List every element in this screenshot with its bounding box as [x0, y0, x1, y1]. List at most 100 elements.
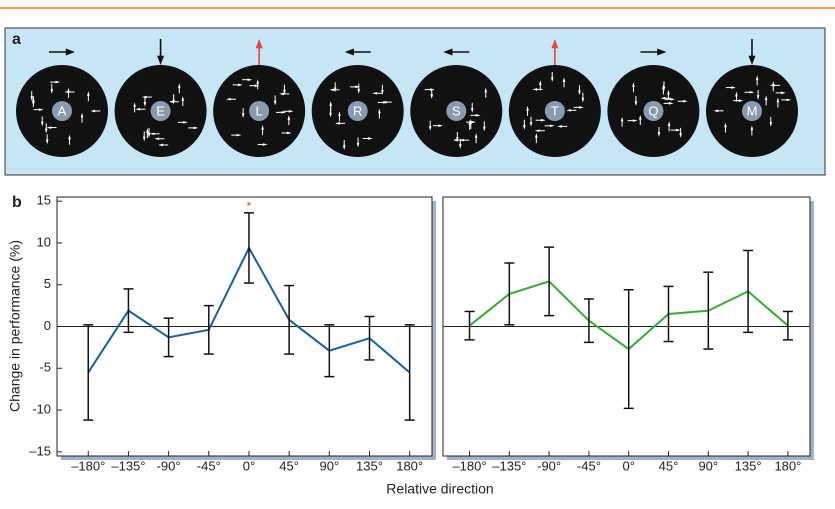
dot-arrow	[470, 102, 474, 113]
dot-arrow	[562, 77, 566, 88]
arrow-head	[638, 114, 642, 120]
arrow-head	[368, 137, 373, 140]
dot-arrow	[769, 84, 780, 87]
arrow-head	[675, 128, 681, 132]
arrow-head	[551, 39, 559, 49]
arrow-head	[657, 48, 667, 56]
arrow-head	[657, 132, 661, 138]
arrow-head	[471, 120, 477, 124]
arrow-head	[581, 97, 585, 103]
dot-arrow	[713, 109, 724, 113]
dot-arrow	[535, 118, 546, 122]
arrow-head	[38, 108, 44, 111]
arrow-head	[255, 39, 263, 49]
arrow-head	[357, 89, 361, 94]
x-tick-label: –135°	[492, 458, 526, 473]
arrow-head	[381, 90, 384, 95]
dot-arrow	[33, 108, 44, 111]
dot-arrow	[482, 121, 486, 132]
arrow-head	[262, 143, 268, 146]
dot-arrow	[634, 96, 638, 107]
dot-arrow	[534, 129, 545, 133]
arrow-head	[157, 55, 165, 65]
y-tick-label: 0	[44, 318, 51, 333]
error-bar	[324, 324, 335, 378]
dot-arrow	[381, 84, 384, 95]
arrow-head	[193, 126, 199, 130]
dot-arrow	[80, 112, 84, 123]
arrow-head	[756, 95, 760, 100]
arrow-head	[254, 84, 260, 87]
x-tick-label: –180°	[71, 458, 105, 473]
arrow-head	[532, 88, 538, 91]
arrow-head	[535, 133, 538, 138]
dot-arrow	[357, 83, 361, 94]
arrow-head	[281, 111, 287, 114]
center-disc	[249, 101, 270, 121]
arrow-head	[133, 102, 136, 108]
arrow-head	[356, 142, 360, 148]
arrow-head	[355, 85, 360, 89]
dot-arrow	[428, 120, 432, 131]
arrow-head	[273, 100, 277, 106]
arrow-head	[579, 106, 584, 109]
dot-arrow	[168, 100, 179, 104]
dot-arrow	[273, 95, 277, 106]
direction-arrow	[640, 48, 667, 56]
dot-arrow	[566, 109, 577, 112]
dot-arrow	[338, 111, 341, 122]
arrow-head	[540, 118, 546, 122]
direction-arrow	[157, 39, 165, 65]
dot-arrow	[147, 127, 151, 138]
arrow-head	[430, 94, 434, 99]
arrow-head	[735, 91, 738, 97]
x-tick-label: 180°	[396, 458, 423, 473]
panel-label: a	[12, 31, 21, 48]
arrow-head	[177, 83, 181, 88]
condition-letter: A	[58, 103, 67, 118]
arrow-head	[428, 126, 432, 131]
arrow-head	[786, 98, 792, 102]
arrow-head	[241, 113, 245, 119]
dot-arrow	[181, 96, 185, 107]
x-tick-label: -45°	[577, 458, 601, 473]
arrow-head	[458, 144, 462, 149]
error-bar	[404, 324, 415, 421]
arrow-head	[562, 77, 566, 82]
dot-arrow	[627, 119, 638, 122]
dot-arrow	[172, 94, 175, 105]
arrow-head	[679, 133, 682, 138]
x-tick-label: 90°	[698, 458, 718, 473]
y-tick-label: -5	[39, 360, 51, 375]
arrow-head	[443, 48, 453, 56]
dot-arrow	[30, 90, 34, 101]
dot-arrow	[581, 92, 585, 103]
arrow-head	[329, 88, 335, 92]
dot-arrow	[342, 140, 346, 151]
error-bar	[782, 310, 793, 341]
arrow-head	[482, 126, 486, 132]
arrow-head	[764, 95, 768, 101]
x-tick-label: 180°	[774, 458, 801, 473]
arrow-head	[683, 99, 688, 103]
dot-arrow	[242, 78, 253, 81]
error-bar	[743, 249, 754, 334]
arrow-head	[474, 133, 478, 138]
dot-arrow	[632, 82, 635, 93]
dot-arrow	[484, 87, 488, 98]
condition-letter: S	[452, 103, 461, 118]
dot-arrow	[725, 86, 736, 89]
x-tick-label: –135°	[111, 458, 145, 473]
direction-arrow	[49, 48, 75, 56]
dot-arrow	[249, 84, 260, 87]
dot-arrow	[67, 87, 70, 98]
arrow-head	[769, 84, 775, 87]
arrow-head	[724, 122, 727, 128]
arrow-head	[68, 134, 71, 140]
dot-arrow	[750, 125, 754, 136]
arrow-head	[50, 89, 54, 94]
dot-arrow	[46, 126, 57, 129]
y-tick-label: -10	[32, 401, 51, 416]
x-tick-label: 135°	[356, 458, 383, 473]
